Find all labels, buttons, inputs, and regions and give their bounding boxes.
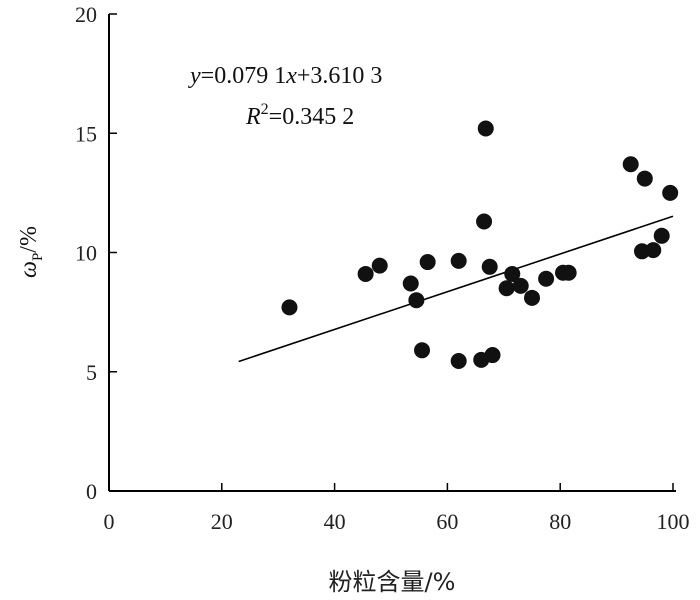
- data-point: [477, 120, 494, 137]
- y-tick-label: 20: [75, 2, 97, 27]
- ticks: [108, 13, 674, 492]
- r-superscript: 2: [261, 101, 269, 118]
- eq-y-symbol: y: [188, 63, 201, 89]
- data-point: [653, 227, 670, 244]
- r-value: =0.345 2: [269, 104, 355, 130]
- data-point: [484, 347, 501, 364]
- y-tick-label: 10: [75, 241, 97, 266]
- y-axis-unit: /%: [16, 226, 42, 253]
- x-tick-label: 80: [549, 509, 571, 534]
- data-point: [645, 242, 662, 259]
- y-tick-label: 5: [86, 360, 97, 385]
- data-point: [357, 265, 374, 282]
- data-point: [408, 292, 425, 309]
- data-point: [636, 170, 653, 187]
- data-point: [504, 265, 521, 282]
- regression-equation: y=0.079 1x+3.610 3: [188, 63, 382, 89]
- y-tick-label: 15: [75, 121, 97, 146]
- eq-intercept: +3.610 3: [297, 63, 383, 89]
- data-point: [512, 277, 529, 294]
- r-squared: R2=0.345 2: [245, 101, 354, 130]
- tick-labels: 0 20 40 60 80 100 0 5 10 15 20: [75, 2, 690, 534]
- eq-coefficient: =0.079 1: [201, 63, 287, 89]
- x-tick-label: 0: [104, 509, 115, 534]
- data-point: [538, 270, 555, 287]
- data-point: [371, 257, 388, 274]
- x-tick-label: 100: [657, 509, 690, 534]
- data-point: [414, 342, 431, 359]
- x-tick-label: 60: [436, 509, 458, 534]
- data-point: [281, 299, 298, 316]
- x-tick-label: 20: [211, 509, 233, 534]
- x-tick-label: 40: [324, 509, 346, 534]
- data-point: [560, 264, 577, 281]
- data-point: [524, 289, 540, 306]
- data-point: [498, 280, 515, 297]
- data-point: [481, 258, 498, 275]
- eq-x-symbol: x: [285, 63, 297, 89]
- data-point: [476, 213, 493, 230]
- data-point: [450, 353, 467, 370]
- y-tick-label: 0: [86, 479, 97, 504]
- data-points: [281, 120, 679, 370]
- r-symbol: R: [245, 104, 261, 130]
- data-point: [419, 254, 436, 271]
- data-point: [402, 275, 419, 292]
- trend-line: [238, 215, 674, 363]
- y-axis-subscript: P: [30, 253, 46, 261]
- y-axis-symbol: ω: [16, 261, 42, 278]
- x-axis-title: 粉粒含量/%: [329, 568, 456, 596]
- data-point: [622, 156, 639, 173]
- y-axis-title: ωP/%: [16, 226, 46, 278]
- data-point: [450, 252, 467, 269]
- data-point: [662, 184, 679, 201]
